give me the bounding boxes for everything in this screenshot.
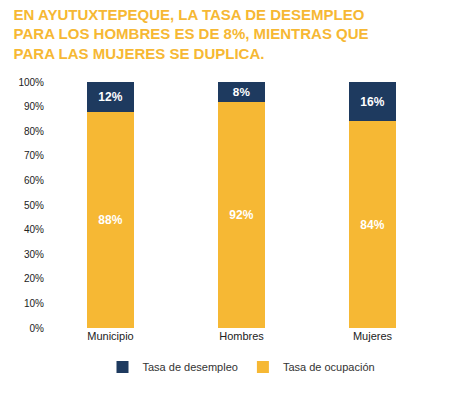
svg-text:30%: 30%: [24, 249, 44, 260]
svg-text:Hombres: Hombres: [219, 330, 264, 342]
svg-text:20%: 20%: [24, 273, 44, 284]
svg-text:70%: 70%: [24, 150, 44, 161]
svg-text:Mujeres: Mujeres: [353, 330, 393, 342]
svg-text:60%: 60%: [24, 175, 44, 186]
svg-text:16%: 16%: [360, 95, 384, 109]
svg-text:88%: 88%: [98, 213, 122, 227]
svg-text:50%: 50%: [24, 200, 44, 211]
svg-text:Municipio: Municipio: [87, 330, 133, 342]
svg-text:92%: 92%: [229, 208, 253, 222]
svg-text:Tasa de ocupación: Tasa de ocupación: [283, 361, 375, 373]
svg-text:EN AYUTUXTEPEQUE, LA TASA DE D: EN AYUTUXTEPEQUE, LA TASA DE DESEMPLEOPA…: [14, 6, 369, 62]
svg-text:84%: 84%: [360, 218, 384, 232]
svg-text:Tasa de desempleo: Tasa de desempleo: [143, 361, 238, 373]
svg-text:8%: 8%: [233, 85, 251, 98]
svg-text:0%: 0%: [30, 323, 45, 334]
svg-text:100%: 100%: [18, 77, 44, 88]
svg-text:40%: 40%: [24, 224, 44, 235]
svg-text:10%: 10%: [24, 298, 44, 309]
svg-text:90%: 90%: [24, 101, 44, 112]
svg-text:12%: 12%: [98, 90, 122, 104]
svg-text:80%: 80%: [24, 126, 44, 137]
